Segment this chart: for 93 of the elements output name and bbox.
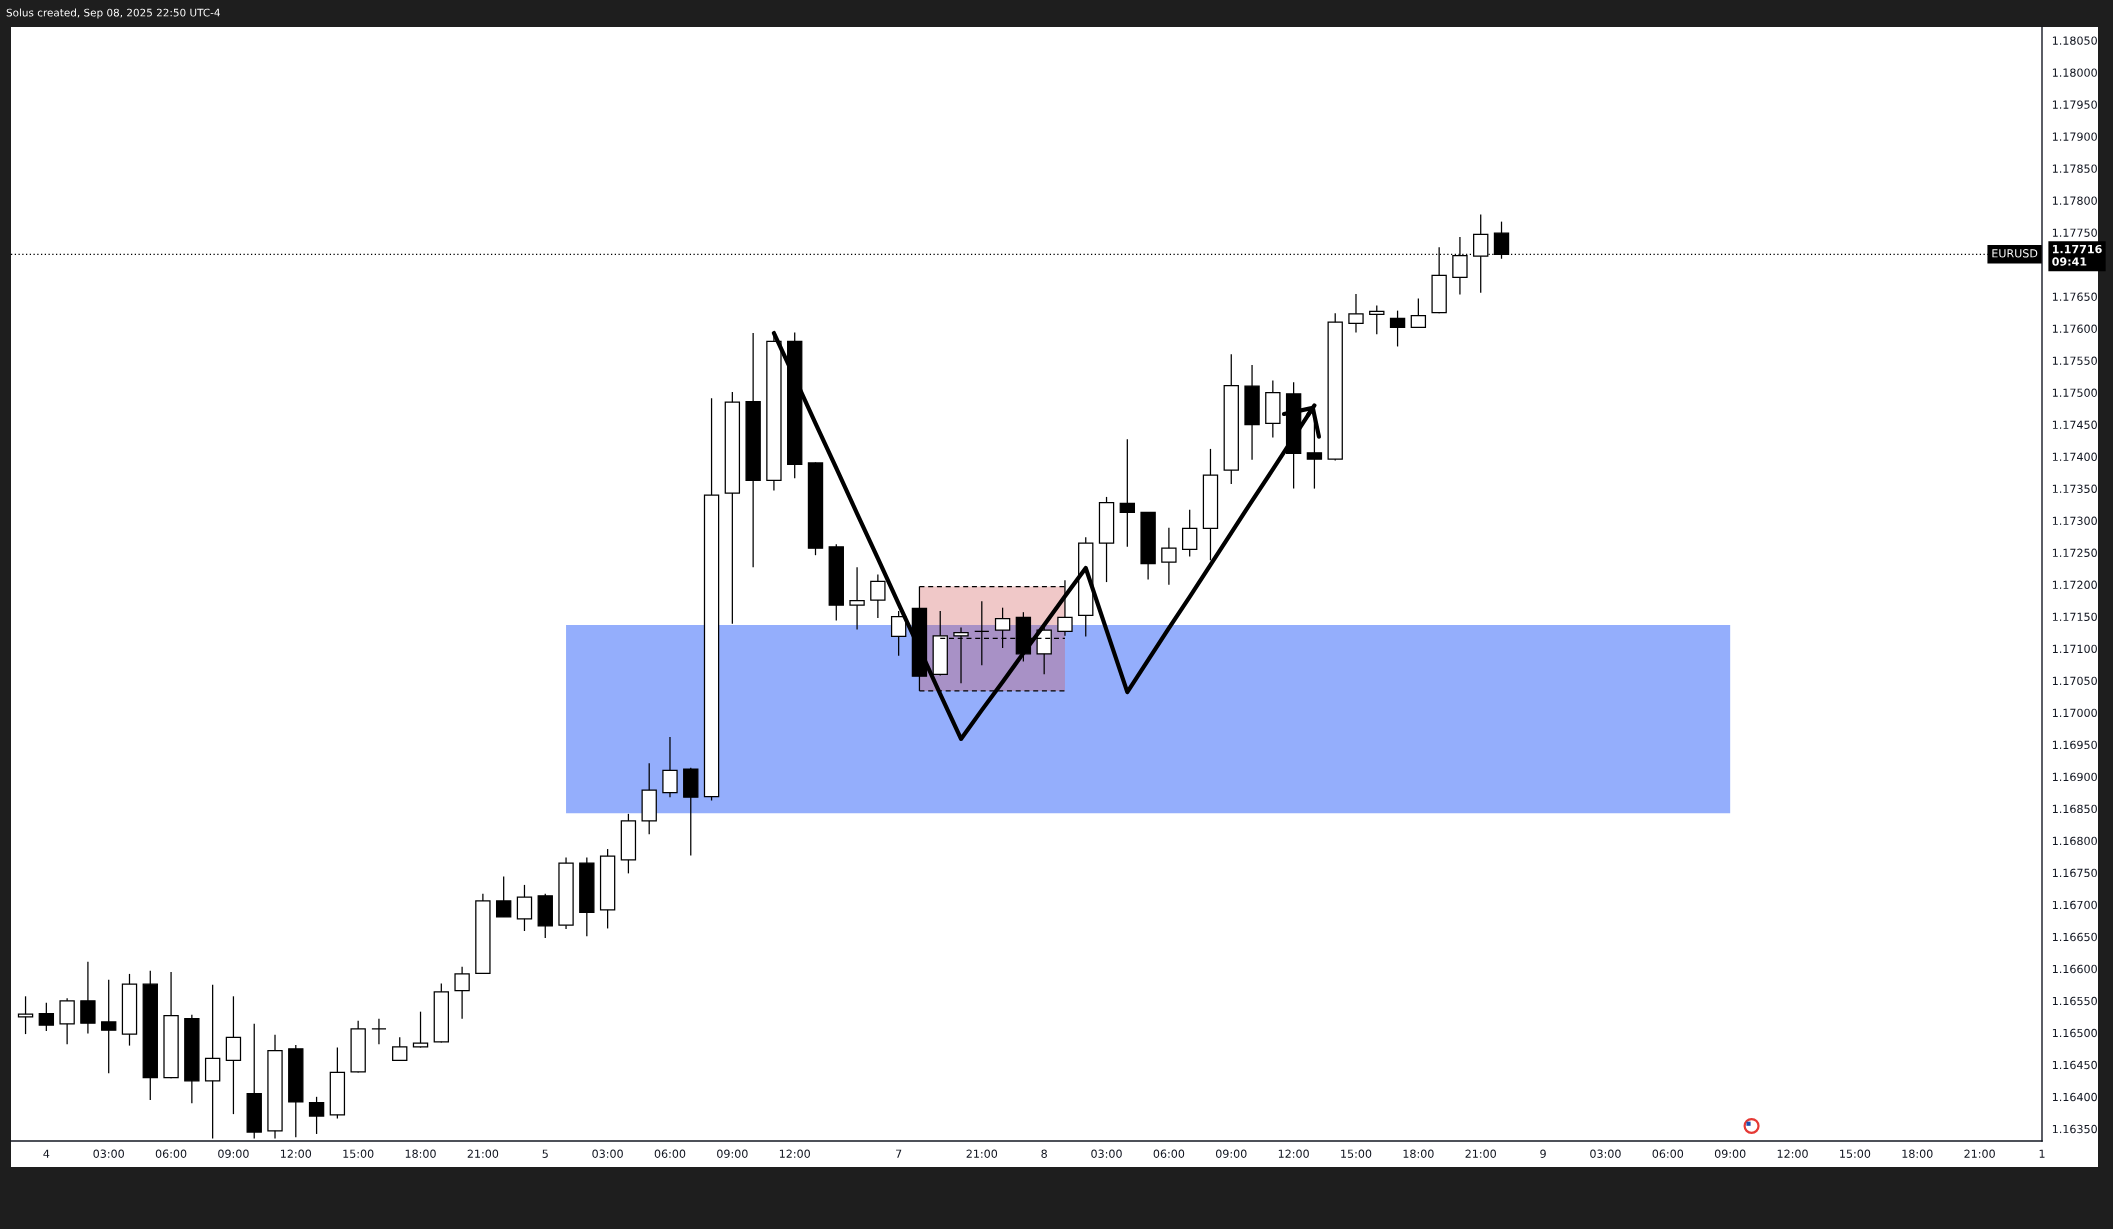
candlestick [495,875,512,918]
x-tick-label: 09:00 [1714,1149,1746,1158]
x-tick-label: 18:00 [405,1149,436,1158]
x-tick-label: 21:00 [1964,1149,1995,1158]
y-tick-label: 1.16850 [2052,804,2097,814]
y-tick-label: 1.17600 [2052,324,2097,333]
y-tick-label: 1.17350 [2052,484,2097,493]
x-tick-label: 18:00 [1902,1149,1933,1158]
y-tick-label: 1.17750 [2052,228,2097,237]
x-tick-label: 1 [2039,1149,2045,1158]
candlestick [662,736,678,798]
x-tick-label: 12:00 [779,1149,810,1158]
y-tick-label: 1.17150 [2052,612,2097,622]
x-tick-label: 06:00 [1652,1149,1684,1158]
y-tick-label: 1.17716 09:41 [2052,244,2102,266]
candlestick [80,961,96,1035]
y-tick-label: 1.16700 [2052,900,2097,910]
y-tick-label: 1.16450 [2052,1060,2097,1070]
y-tick-label: 1.16650 [2052,932,2097,942]
candlestick [412,1011,429,1049]
text: Solus created, Sep 08, 2025 22:50 UTC-4 [6,8,220,19]
ref-line-label: EURUSD [1992,249,2038,258]
candlestick [1119,438,1136,548]
x-tick-label: 4 [43,1149,50,1158]
y-tick-label: 1.17850 [2052,164,2097,173]
y-tick-label: 1.17250 [2052,548,2097,558]
x-tick-label: 21:00 [966,1149,998,1158]
x-tick-label: 03:00 [1091,1149,1122,1158]
candlestick [870,573,886,619]
y-tick-label: 1.16800 [2052,836,2097,846]
x-tick-label: 18:00 [1403,1149,1434,1158]
x-tick-label: 12:00 [1777,1149,1808,1158]
candlestick [1348,293,1364,334]
candlestick [849,566,865,631]
candlestick [101,979,117,1074]
y-tick-label: 1.17200 [2052,580,2097,590]
y-tick-label: 1.17500 [2052,388,2097,397]
y-tick-label: 1.16500 [2052,1028,2097,1038]
candlestick [59,997,75,1045]
x-tick-label: 5 [542,1149,548,1158]
candlestick [392,1036,408,1062]
x-tick-label: 21:00 [1465,1149,1496,1158]
y-tick-label: 1.17050 [2052,676,2097,686]
x-tick-label: 03:00 [93,1149,124,1158]
y-tick-label: 1.17900 [2052,132,2097,141]
x-tick-label: 06:00 [155,1149,187,1158]
y-tick-label: 1.18000 [2052,68,2097,77]
y-tick-label: 1.16750 [2052,868,2097,878]
x-tick-label: 03:00 [1590,1149,1621,1158]
y-tick-label: 1.16350 [2052,1124,2097,1134]
x-tick-label: 7 [896,1149,902,1158]
y-tick-label: 1.17800 [2052,196,2097,205]
candlestick [890,610,907,657]
candlestick [1369,304,1385,335]
candlestick [1161,527,1177,586]
y-tick-label: 1.17400 [2052,452,2097,461]
y-tick-label: 1.17300 [2052,516,2097,525]
y-tick-label: 1.16900 [2052,772,2097,782]
x-tick-label: 03:00 [592,1149,623,1158]
candlestick [1410,297,1427,329]
candlestick [516,884,533,932]
x-tick-label: 9 [1540,1149,1546,1158]
y-tick-label: 1.18050 [2052,36,2097,45]
y-tick-label: 1.16400 [2052,1092,2097,1102]
x-tick-label: 8 [1041,1149,1047,1158]
candlestick [308,1096,325,1135]
y-tick-label: 1.17550 [2052,356,2097,365]
x-tick-label: 12:00 [1278,1149,1309,1158]
x-tick-label: 12:00 [281,1149,312,1158]
y-tick-label: 1.16600 [2052,964,2097,974]
candlestick [38,1002,55,1032]
candlestick [1389,309,1406,348]
x-tick-label: 15:00 [343,1149,374,1158]
x-tick-label: 15:00 [1341,1149,1372,1158]
y-tick-label: 1.17950 [2052,100,2097,109]
candlestick [1181,509,1198,558]
x-tick-label: 15:00 [1840,1149,1871,1158]
candlestick [371,1018,387,1045]
x-tick-label: 06:00 [1153,1149,1185,1158]
y-tick-label: 1.17100 [2052,644,2097,654]
candlestick [204,984,221,1140]
candlestick [225,995,242,1115]
y-tick-label: 1.17450 [2052,420,2097,429]
x-tick-label: 09:00 [717,1149,748,1158]
x-tick-label: 06:00 [654,1149,686,1158]
candlestick [454,966,470,1020]
x-tick-label: 21:00 [467,1149,499,1158]
x-tick-label: 09:00 [218,1149,249,1158]
x-tick-label: 09:00 [1215,1149,1247,1158]
y-tick-label: 1.17650 [2052,292,2097,301]
y-tick-label: 1.16950 [2052,740,2097,750]
y-tick-label: 1.16550 [2052,996,2097,1006]
y-tick-label: 1.17000 [2052,708,2097,718]
